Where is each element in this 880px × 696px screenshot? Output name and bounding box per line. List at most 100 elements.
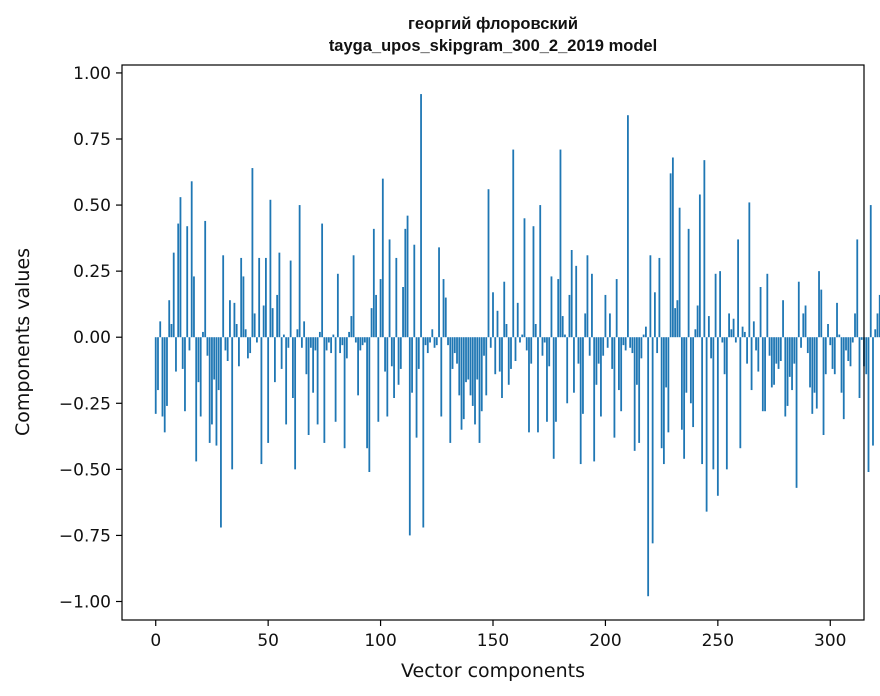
bar <box>447 337 449 346</box>
bar <box>175 337 177 372</box>
x-tick-label: 0 <box>150 631 161 651</box>
bar <box>314 337 317 351</box>
bar <box>811 337 814 414</box>
bar <box>779 337 782 361</box>
bar <box>256 337 258 343</box>
bar <box>300 337 303 348</box>
bar <box>791 337 793 391</box>
bar <box>260 337 263 465</box>
bar <box>602 337 605 356</box>
bar <box>397 337 400 385</box>
plot-frame <box>121 64 865 621</box>
bar <box>361 337 364 346</box>
bar <box>487 189 490 338</box>
bar <box>251 168 254 338</box>
bar <box>678 207 681 338</box>
bar <box>827 324 829 338</box>
bar <box>395 257 398 338</box>
bar <box>878 294 880 338</box>
bar <box>384 337 386 372</box>
bar <box>631 337 634 354</box>
bar <box>386 337 389 417</box>
bar <box>480 337 483 412</box>
bar <box>181 337 184 369</box>
bar <box>282 334 285 338</box>
bar <box>229 300 231 338</box>
bar <box>831 337 834 369</box>
bar <box>773 337 775 385</box>
bar <box>622 337 625 346</box>
bar <box>847 337 850 361</box>
bar <box>734 337 737 343</box>
bar <box>714 273 717 338</box>
bar <box>393 337 395 398</box>
bar <box>786 337 789 406</box>
bar <box>327 337 330 343</box>
bar <box>415 337 418 438</box>
bar <box>433 337 436 348</box>
bar <box>377 337 380 422</box>
bar <box>417 337 420 369</box>
bar <box>573 337 575 393</box>
bar <box>797 281 800 338</box>
bar <box>276 294 279 338</box>
bar <box>354 337 357 343</box>
bar <box>287 337 290 348</box>
bar <box>761 337 764 412</box>
y-tick-label: 0.50 <box>73 196 111 216</box>
bar <box>431 329 434 338</box>
bar <box>728 313 730 338</box>
bar <box>707 316 710 338</box>
bar <box>188 337 191 351</box>
bar <box>721 337 724 343</box>
x-tick-label: 250 <box>702 631 734 651</box>
bar <box>334 337 337 422</box>
bar <box>689 337 692 404</box>
bar <box>653 292 656 338</box>
bar <box>359 337 362 351</box>
bar <box>265 257 267 338</box>
bar <box>568 294 571 338</box>
bar <box>312 337 315 393</box>
bar <box>833 337 836 375</box>
bar <box>829 337 832 346</box>
bar <box>656 337 659 354</box>
bar <box>685 337 688 393</box>
bar <box>698 194 701 338</box>
bar <box>566 337 569 404</box>
bar <box>179 197 182 338</box>
bar <box>550 276 553 338</box>
bar <box>784 337 787 417</box>
bar <box>309 337 312 348</box>
bar <box>224 337 227 351</box>
bar <box>413 244 416 338</box>
bar <box>541 337 544 356</box>
bar <box>671 157 674 338</box>
bar <box>669 173 672 338</box>
bar <box>597 337 600 364</box>
bar <box>186 226 189 338</box>
bar <box>586 255 589 338</box>
bar <box>582 337 584 414</box>
bar <box>600 337 602 417</box>
bar <box>368 337 371 472</box>
bar <box>494 337 497 375</box>
bar <box>820 289 823 338</box>
bar <box>372 228 375 338</box>
bar <box>752 321 755 338</box>
bar <box>836 302 838 338</box>
bar <box>770 337 773 388</box>
bar <box>388 239 391 338</box>
bar <box>624 337 627 351</box>
bar <box>588 337 591 356</box>
bar <box>467 337 470 380</box>
bar <box>793 337 796 364</box>
bar <box>159 321 162 338</box>
bar <box>289 260 292 338</box>
bar <box>609 313 611 338</box>
bar <box>503 281 506 338</box>
bar <box>267 337 270 443</box>
bar <box>438 247 440 338</box>
bar <box>190 181 193 338</box>
